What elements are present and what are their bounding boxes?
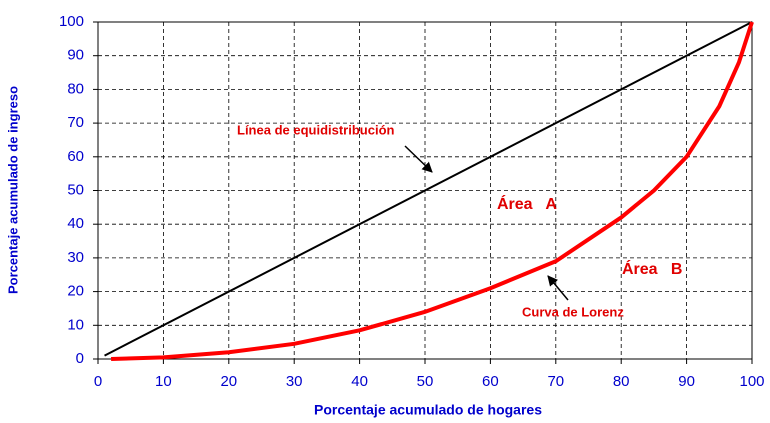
annotation: Área A [497,194,557,213]
y-tick-label: 10 [67,316,84,333]
plot-frame [97,21,753,360]
x-tick-label: 20 [220,373,237,390]
series-line [104,21,753,357]
y-tick-label: 90 [67,47,84,64]
series-line [111,21,754,361]
arrow [404,145,433,173]
x-tick-label: 10 [155,373,172,390]
x-tick-label: 50 [417,373,434,390]
x-tick-label: 100 [739,373,764,390]
x-tick-label: 70 [547,373,564,390]
y-tick-label: 40 [67,215,84,232]
x-tick-label: 40 [351,373,368,390]
y-tick-label: 70 [67,114,84,131]
x-tick-label: 60 [482,373,499,390]
y-tick-label: 80 [67,80,84,97]
x-tick-label: 0 [94,373,102,390]
y-tick-label: 0 [76,350,84,367]
annotation: Curva de Lorenz [522,304,624,319]
y-axis-label: Porcentaje acumulado de ingreso [5,86,20,294]
x-tick-label: 80 [613,373,630,390]
x-tick-label: 30 [286,373,303,390]
y-tick-label: 20 [67,283,84,300]
y-tick-label: 60 [67,148,84,165]
x-axis-label: Porcentaje acumulado de hogares [314,402,542,418]
annotation: Área B [622,259,682,278]
y-tick-label: 100 [59,13,84,30]
x-tick-label: 90 [678,373,695,390]
y-tick-label: 30 [67,249,84,266]
arrow [547,275,569,301]
y-tick-label: 50 [67,181,84,198]
annotation: Línea de equidistribución [237,122,395,137]
